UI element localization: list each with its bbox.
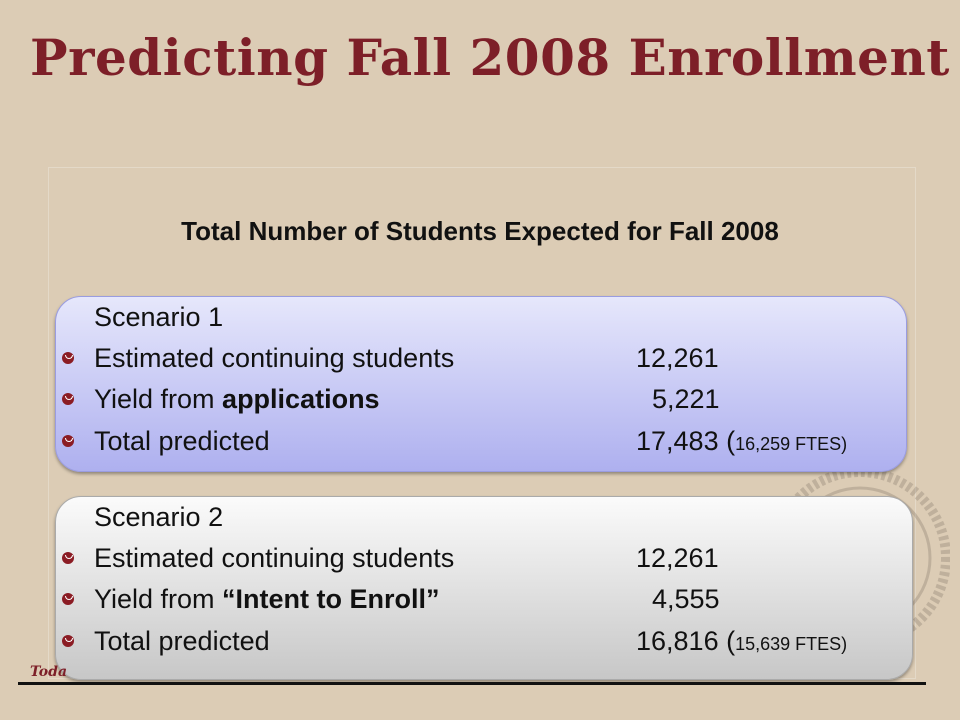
footer-text: Toda [30,664,68,680]
bullet-icon [62,552,74,564]
bullet-icon [62,393,74,405]
bullet-icon [62,635,74,647]
slide-title: Predicting Fall 2008 Enrollment [30,28,950,87]
bullet-icon [62,435,74,447]
scenario-2-box: Scenario 2 Estimated continuing students… [55,496,913,680]
footer-divider [18,682,926,685]
bullet-icon [62,352,74,364]
scenario-1-box: Scenario 1 Estimated continuing students… [55,296,907,472]
slide-subtitle: Total Number of Students Expected for Fa… [181,216,779,246]
bullet-icon [62,593,74,605]
